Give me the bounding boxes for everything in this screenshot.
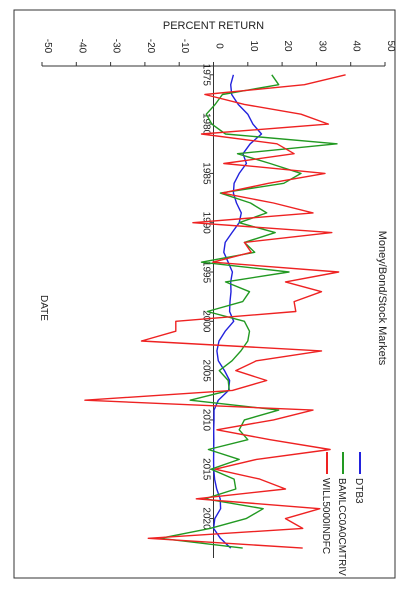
y-tick-label: -10 <box>179 39 190 54</box>
y-tick-label: -30 <box>111 39 122 54</box>
y-tick-label: 50 <box>385 40 396 52</box>
chart-title: Money/Bond/Stock Markets <box>376 231 388 366</box>
y-tick-label: 20 <box>282 40 293 52</box>
y-axis-ticks: -50 -40 -30 -20 -10 0 10 20 30 40 50 <box>41 39 396 66</box>
series-line <box>159 74 338 549</box>
figure-frame <box>13 9 396 579</box>
y-tick-label: 0 <box>214 43 225 49</box>
y-tick-label: 40 <box>351 40 362 52</box>
x-tick-label: 2015 <box>201 458 212 481</box>
legend: DTB3 BAMLCC0A0CMTRIV WILL5000INDFC <box>320 452 364 576</box>
x-tick-label: 2010 <box>201 409 212 432</box>
x-tick-label: 1975 <box>201 64 212 87</box>
y-tick-label: -20 <box>145 39 156 54</box>
x-tick-label: 2020 <box>201 507 212 530</box>
x-axis-label: DATE <box>38 295 49 321</box>
legend-label: BAMLCC0A0CMTRIV <box>336 478 347 576</box>
y-tick-label: 10 <box>248 40 259 52</box>
x-tick-label: 2005 <box>201 360 212 383</box>
y-axis-label: PERCENT RETURN <box>163 20 264 32</box>
x-tick-label: 1995 <box>201 261 212 284</box>
legend-label: WILL5000INDFC <box>320 478 331 554</box>
x-tick-label: 1980 <box>201 113 212 136</box>
plot-area: -50 -40 -30 -20 -10 0 10 20 30 40 50 1975 1980 1985 1… <box>41 39 396 558</box>
y-tick-label: -40 <box>76 39 87 54</box>
y-tick-label: -50 <box>42 39 53 54</box>
y-tick-label: 30 <box>316 40 327 52</box>
x-tick-label: 1990 <box>201 212 212 235</box>
x-tick-label: 1985 <box>201 162 212 185</box>
legend-label: DTB3 <box>353 478 364 504</box>
x-tick-label: 2000 <box>201 310 212 333</box>
series-layer <box>84 74 346 549</box>
series-line <box>84 74 346 549</box>
